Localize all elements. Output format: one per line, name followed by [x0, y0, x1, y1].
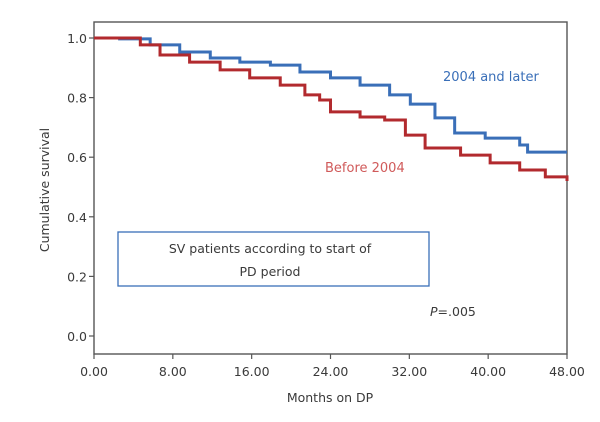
- legend-box: [117, 231, 430, 287]
- p-value-annotation: P=.005: [430, 304, 476, 319]
- x-tick-label: 40.00: [470, 364, 506, 379]
- legend-box-line2: PD period: [240, 264, 301, 279]
- x-axis-title: Months on DP: [287, 390, 374, 405]
- x-tick-label: 0.00: [80, 364, 108, 379]
- y-tick-label: 1.0: [67, 31, 87, 46]
- y-tick-label: 0.8: [67, 91, 87, 106]
- x-tick-label: 8.00: [159, 364, 187, 379]
- y-tick-label: 0.2: [67, 269, 87, 284]
- series-group: [94, 36, 569, 182]
- x-tick-label: 24.00: [313, 364, 349, 379]
- y-tick-label: 0.6: [67, 150, 87, 165]
- y-axis: 0.0 0.2 0.4 0.6 0.8 1.0: [67, 31, 94, 344]
- y-axis-title: Cumulative survival: [37, 128, 52, 252]
- series-line-2004-and-later: [94, 36, 567, 154]
- series-label-2004-and-later: 2004 and later: [443, 70, 539, 85]
- series-label-before-2004: Before 2004: [325, 161, 405, 176]
- y-tick-label: 0.0: [67, 329, 87, 344]
- y-tick-label: 0.4: [67, 210, 87, 225]
- x-tick-label: 48.00: [549, 364, 585, 379]
- p-value: =.005: [438, 304, 476, 319]
- legend-box-line1: SV patients according to start of: [169, 241, 372, 256]
- series-line-before-2004: [94, 36, 569, 182]
- p-symbol: P: [430, 304, 438, 319]
- x-tick-label: 32.00: [391, 364, 427, 379]
- x-tick-label: 16.00: [234, 364, 270, 379]
- x-axis: 0.00 8.00 16.00 24.00 32.00 40.00 48.00: [80, 354, 585, 379]
